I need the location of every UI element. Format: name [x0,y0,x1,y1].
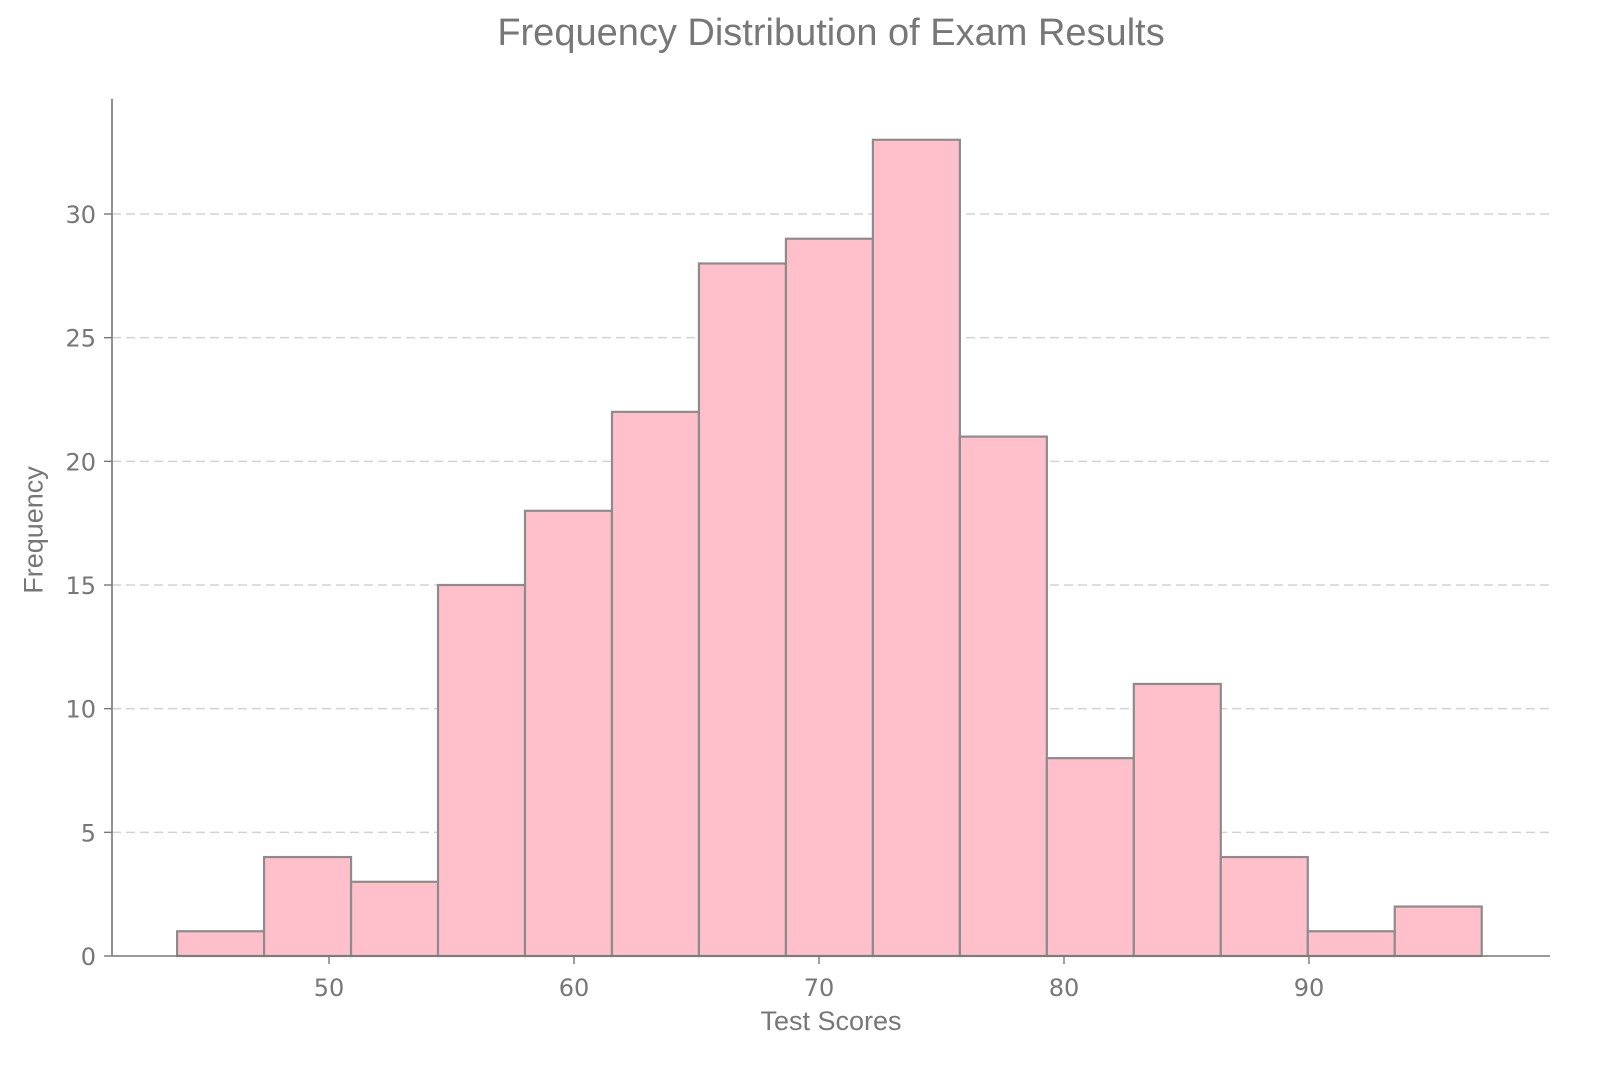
histogram-bar [349,880,440,958]
histogram-bar [1306,930,1396,958]
x-tick-label: 80 [1049,974,1080,1002]
x-tick-label: 50 [314,974,345,1002]
histogram-bar [1219,855,1309,958]
x-axis-label: Test Scores [760,1006,902,1036]
y-tick-label: 10 [65,696,96,724]
x-tick-label: 70 [804,974,835,1002]
tick-labels: 0 5 10 15 20 25 30 50 60 70 80 90 [65,201,1324,1002]
y-tick-label: 20 [65,448,96,476]
histogram-bar [262,855,353,958]
histogram-bar [958,435,1048,958]
histogram-bar [871,138,961,958]
y-tick-label: 15 [65,572,96,600]
histogram-bar [610,410,701,958]
chart-title: Frequency Distribution of Exam Results [497,12,1165,54]
histogram-bar [1393,905,1483,958]
y-tick-label: 5 [81,819,96,847]
axes [104,99,1550,964]
histogram-bar [697,262,788,958]
histogram-bar [176,930,266,958]
x-tick-label: 60 [559,974,590,1002]
histogram-bar [784,237,874,958]
histogram-bar [1045,757,1135,958]
y-tick-label: 0 [81,943,96,971]
y-axis-label: Frequency [18,466,49,594]
y-tick-label: 30 [65,201,96,229]
histogram-bar [436,583,527,958]
x-tick-label: 90 [1294,974,1325,1002]
histogram-bar [1132,682,1222,958]
histogram-bars [176,138,1483,958]
y-tick-label: 25 [65,325,96,353]
histogram-bar [523,509,614,958]
